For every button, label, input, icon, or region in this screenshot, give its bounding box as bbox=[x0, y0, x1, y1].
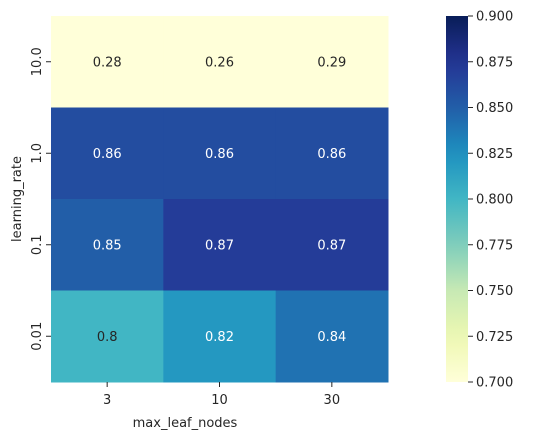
cell-value-label: 0.86 bbox=[205, 147, 234, 162]
cell-value-label: 0.85 bbox=[93, 238, 122, 253]
colorbar-tick-label: 0.775 bbox=[476, 238, 513, 253]
x-tick-label: 10 bbox=[211, 393, 228, 408]
y-axis-label: learning_rate bbox=[10, 156, 25, 242]
colorbar-tick-label: 0.850 bbox=[476, 101, 513, 116]
y-tick-label: 0.01 bbox=[30, 322, 45, 351]
heatmap-cell bbox=[275, 290, 389, 383]
heatmap-cell bbox=[275, 107, 389, 200]
heatmap-cells: 0.28 0.26 0.29 0.86 0.86 0.86 0.85 0.87 0.87 0.8 0… bbox=[51, 16, 389, 383]
cell-value-label: 0.82 bbox=[205, 330, 234, 345]
cell-value-label: 0.87 bbox=[205, 238, 234, 253]
heatmap-cell bbox=[275, 16, 389, 108]
heatmap-cell bbox=[51, 290, 164, 383]
x-tick-label: 30 bbox=[324, 393, 341, 408]
cell-value-label: 0.26 bbox=[205, 55, 234, 70]
colorbar-gradient bbox=[446, 16, 468, 382]
heatmap-cell bbox=[163, 290, 277, 383]
heatmap-cell bbox=[51, 199, 164, 291]
cell-value-label: 0.28 bbox=[93, 55, 122, 70]
heatmap-cell bbox=[51, 16, 164, 108]
y-tick-label: 1.0 bbox=[30, 143, 45, 164]
colorbar-tick-label: 0.825 bbox=[476, 147, 513, 162]
colorbar-tick-label: 0.750 bbox=[476, 284, 513, 299]
colorbar: 0.700 0.725 0.750 0.775 0.800 0.825 0.850 0.875… bbox=[446, 10, 513, 391]
colorbar-ticks: 0.700 0.725 0.750 0.775 0.800 0.825 0.850 0.875… bbox=[468, 10, 513, 391]
y-tick-label: 0.1 bbox=[30, 234, 45, 255]
cell-value-label: 0.84 bbox=[317, 330, 346, 345]
cell-value-label: 0.86 bbox=[317, 147, 346, 162]
y-axis-ticks: 10.0 1.0 0.1 0.01 bbox=[30, 47, 51, 351]
heatmap-cell bbox=[163, 199, 277, 291]
colorbar-tick-label: 0.800 bbox=[476, 193, 513, 208]
cell-value-label: 0.29 bbox=[317, 55, 346, 70]
colorbar-tick-label: 0.725 bbox=[476, 330, 513, 345]
heatmap-cell bbox=[275, 199, 389, 291]
cell-value-label: 0.87 bbox=[317, 238, 346, 253]
colorbar-tick-label: 0.900 bbox=[476, 10, 513, 25]
heatmap-cell bbox=[51, 107, 164, 200]
x-axis-ticks: 3 10 30 bbox=[103, 382, 340, 408]
heatmap-cell bbox=[163, 16, 277, 108]
cell-value-label: 0.8 bbox=[97, 330, 118, 345]
colorbar-tick-label: 0.875 bbox=[476, 55, 513, 70]
heatmap-cell bbox=[163, 107, 277, 200]
x-tick-label: 3 bbox=[103, 393, 111, 408]
cell-value-label: 0.86 bbox=[93, 147, 122, 162]
x-axis-label: max_leaf_nodes bbox=[133, 416, 238, 431]
colorbar-tick-label: 0.700 bbox=[476, 376, 513, 391]
y-tick-label: 10.0 bbox=[30, 47, 45, 76]
